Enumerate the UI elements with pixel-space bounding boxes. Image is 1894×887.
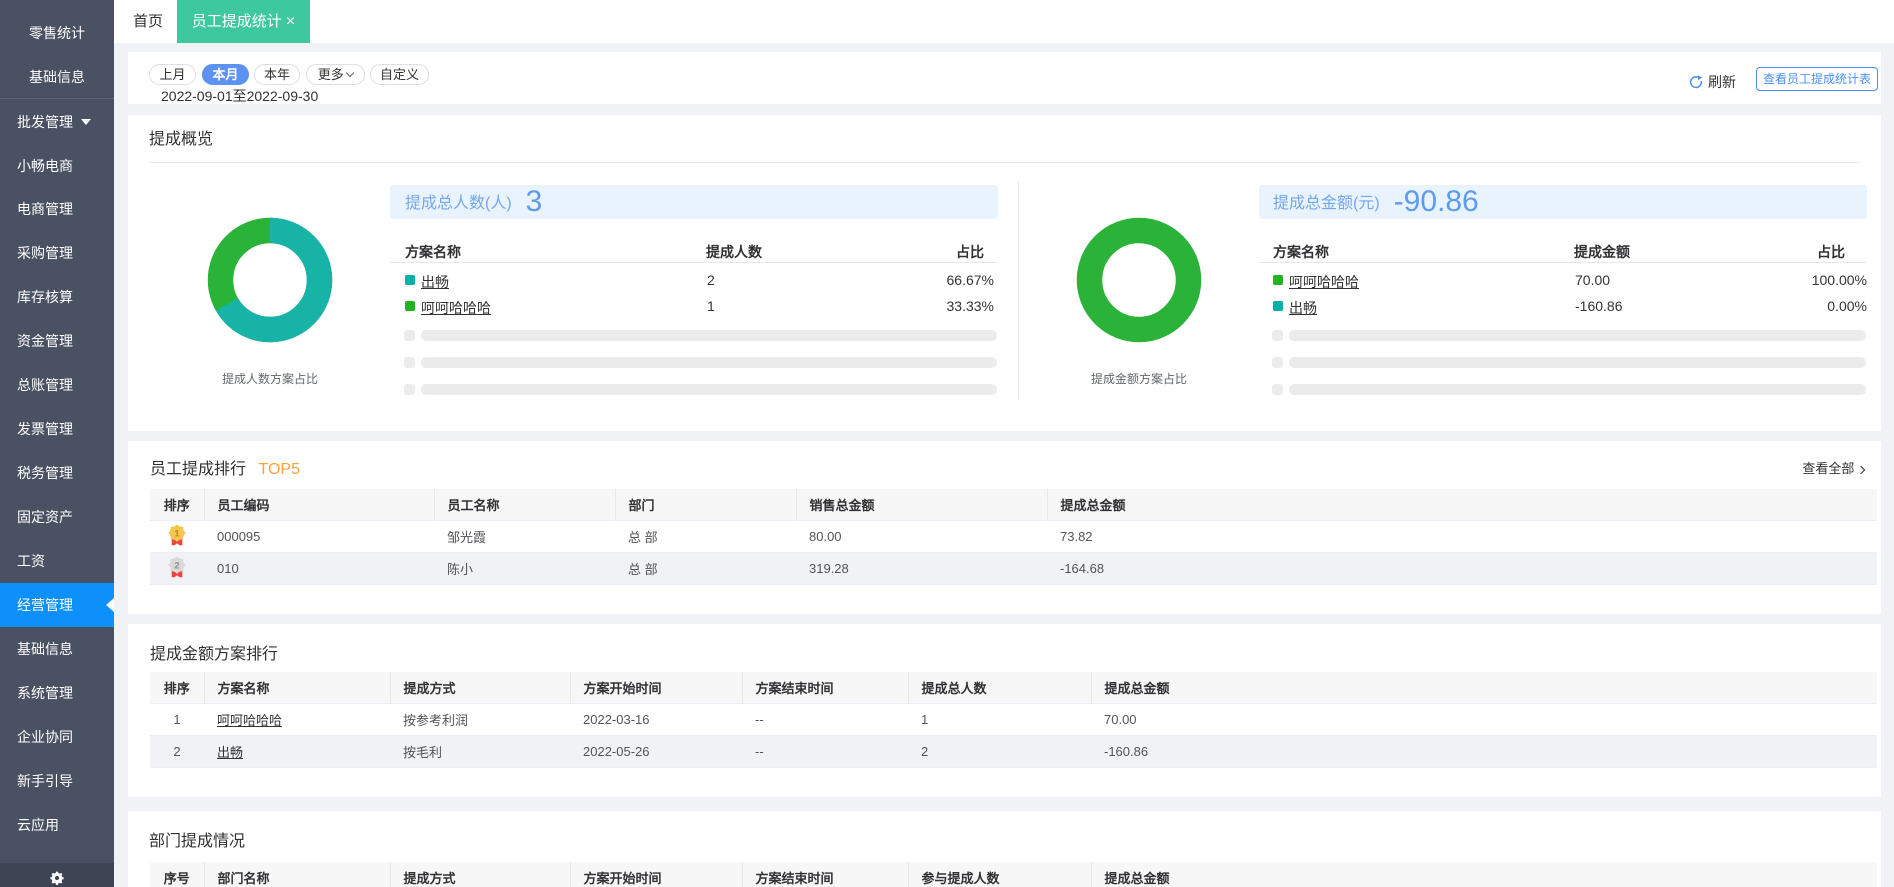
svg-text:2: 2	[174, 560, 179, 571]
svg-text:1: 1	[174, 528, 180, 539]
